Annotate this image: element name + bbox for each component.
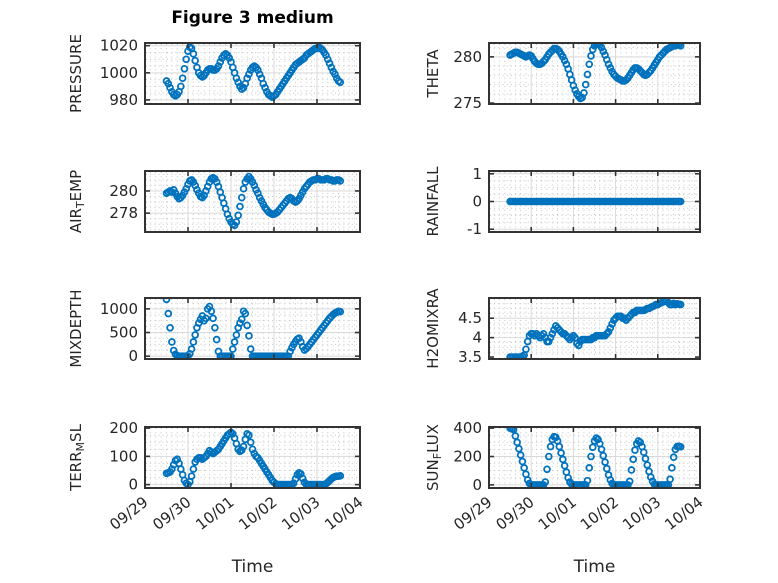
xtick-label: 09/30 xyxy=(149,493,194,534)
subplot-h2omixra: 3.54 4.5 H2OMIXRA xyxy=(424,288,701,369)
series-rainfall xyxy=(506,197,685,206)
ytick-label: 100 xyxy=(109,447,138,465)
ytick-label: 200 xyxy=(109,419,138,437)
subplot-mixdepth: 0 500 1000 MIXDEPTH xyxy=(67,289,361,368)
axes-box xyxy=(488,42,701,105)
ytick-label: 400 xyxy=(453,419,482,437)
ylabel-air-temp: AIRTEMP xyxy=(67,170,87,233)
ytick-label: -1 xyxy=(467,220,482,238)
axis-ticks xyxy=(488,427,701,487)
ytick-label: 1000 xyxy=(100,64,138,82)
ytick-label: 0 xyxy=(472,476,482,494)
ytick-label: 200 xyxy=(453,448,482,466)
xtick-label: 10/04 xyxy=(661,493,706,534)
axes-box xyxy=(144,297,361,360)
xtick-label: 10/01 xyxy=(192,493,237,534)
axes-box xyxy=(488,426,701,489)
ylabel-terr-msl: TERRMSL xyxy=(67,423,87,492)
series-terr-msl xyxy=(162,428,345,489)
series-sun-flux xyxy=(506,426,685,489)
axes-box xyxy=(144,426,361,489)
xtick-label: 10/02 xyxy=(235,493,280,534)
xlabel-time: Time xyxy=(231,557,274,577)
xtick-label: 10/04 xyxy=(321,493,366,534)
ytick-label: 278 xyxy=(109,204,138,222)
xlabel-time: Time xyxy=(573,557,616,577)
subplot-sun-flux: 0 200 400 SUNFLUX 09/2909/3010/0110/0210/031… xyxy=(424,419,706,577)
subplot-theta: 275 280 THETA xyxy=(424,42,701,112)
axis-ticks xyxy=(488,172,701,231)
xtick-label: 10/03 xyxy=(619,493,664,534)
axis-ticks xyxy=(144,427,361,487)
series-mixdepth xyxy=(162,297,345,360)
ytick-label: 1 xyxy=(472,165,482,183)
ylabel-mixdepth: MIXDEPTH xyxy=(67,289,85,367)
ylabel-rainfall: RAINFALL xyxy=(424,166,442,237)
axis-ticks xyxy=(144,172,361,231)
subplot-air-temp: 278 280 AIRTEMP xyxy=(67,170,361,233)
minor-grid xyxy=(146,172,359,231)
subplot-rainfall: -1 0 1 RAINFALL xyxy=(424,165,701,238)
subplot-pressure: 980 1000 1020 PRESSURE xyxy=(67,34,361,113)
axis-ticks xyxy=(488,44,701,104)
ytick-label: 1020 xyxy=(100,37,138,55)
ylabel-theta: THETA xyxy=(424,49,442,99)
subplot-terr-msl: 0 100 200 TERRMSL 09/2909/3010/0110/0210/031… xyxy=(67,419,366,577)
ylabel-pressure: PRESSURE xyxy=(67,34,85,113)
ytick-label: 500 xyxy=(109,324,138,342)
axes-box xyxy=(144,170,361,233)
xtick-label: 09/30 xyxy=(493,493,538,534)
axis-ticks xyxy=(488,299,701,358)
axes-box xyxy=(144,42,361,105)
series-pressure xyxy=(162,43,345,102)
series-theta xyxy=(506,42,685,103)
ytick-label: 280 xyxy=(109,182,138,200)
xtick-label: 10/02 xyxy=(577,493,622,534)
xtick-label: 10/03 xyxy=(278,493,323,534)
ytick-label: 4.5 xyxy=(458,309,482,327)
axes-box xyxy=(488,297,701,360)
ytick-label: 0 xyxy=(128,476,138,494)
ytick-label: 0 xyxy=(472,193,482,211)
ylabel-h2omixra: H2OMIXRA xyxy=(424,288,442,369)
series-h2omixra xyxy=(506,297,685,360)
ytick-label: 980 xyxy=(109,91,138,109)
ytick-label: 4 xyxy=(472,329,482,347)
figure-title: Figure 3 medium xyxy=(171,8,334,28)
ytick-label: 275 xyxy=(453,94,482,112)
axis-ticks xyxy=(144,299,361,358)
axis-ticks xyxy=(144,44,361,103)
ytick-label: 0 xyxy=(128,347,138,365)
ytick-label: 3.5 xyxy=(458,348,482,366)
xtick-label: 09/29 xyxy=(450,493,495,534)
ytick-label: 280 xyxy=(453,48,482,66)
xtick-label: 09/29 xyxy=(106,493,151,534)
series-air-temp xyxy=(162,172,345,230)
ylabel-sun-flux: SUNFLUX xyxy=(424,424,444,491)
ytick-label: 1000 xyxy=(100,300,138,318)
xtick-label: 10/01 xyxy=(535,493,580,534)
axes-box xyxy=(488,170,701,233)
